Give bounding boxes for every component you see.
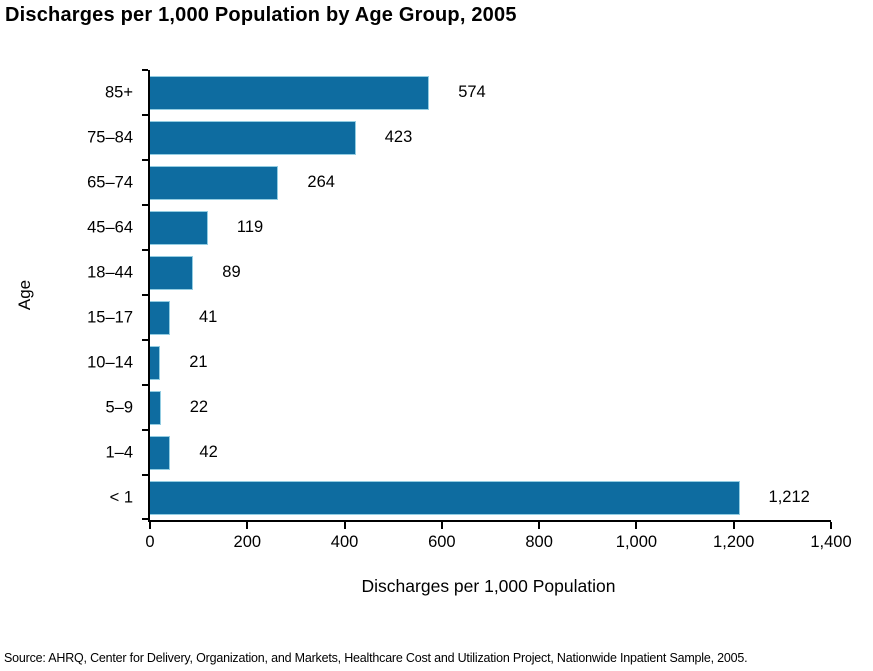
category-label: 15–17: [87, 308, 133, 326]
source-note: Source: AHRQ, Center for Delivery, Organ…: [4, 650, 748, 665]
y-axis-tick: [142, 294, 148, 296]
bar: [150, 345, 161, 380]
bar: [150, 480, 740, 515]
y-axis-tick: [142, 204, 148, 206]
y-axis-tick: [142, 159, 148, 161]
x-axis-tick: [440, 522, 443, 529]
y-axis-tick: [142, 249, 148, 251]
category-label: 18–44: [87, 263, 133, 281]
value-label: 22: [189, 398, 209, 416]
x-tick-label: 0: [145, 533, 155, 551]
bar-row: 10–14 21: [87, 340, 831, 385]
y-axis-tick: [142, 339, 148, 341]
bar-row: 75–84 423: [87, 115, 831, 160]
category-label: 75–84: [87, 128, 133, 146]
category-label: 65–74: [87, 173, 133, 191]
bar: [150, 165, 279, 200]
category-label: 85+: [105, 83, 133, 101]
bar-row: 85+ 574: [105, 70, 831, 115]
x-tick-label: 800: [525, 533, 553, 551]
bar: [150, 300, 170, 335]
x-tick-label: 1,200: [713, 533, 755, 551]
x-tick-label: 400: [330, 533, 359, 551]
bar-row: 5–9 22: [105, 385, 831, 430]
value-label: 119: [236, 218, 264, 236]
y-axis-tick: [142, 518, 148, 520]
bar: [150, 120, 356, 155]
value-label: 574: [458, 83, 486, 101]
x-axis-tick: [343, 522, 346, 529]
category-label: 5–9: [105, 398, 133, 416]
bar: [150, 390, 161, 425]
y-axis-tick: [142, 474, 148, 476]
y-axis-tick: [142, 384, 148, 386]
x-axis-tick: [635, 522, 638, 529]
bar: [150, 435, 171, 470]
category-label: 1–4: [105, 443, 133, 461]
x-axis-tick: [830, 522, 832, 529]
x-axis-tick: [732, 522, 735, 529]
x-axis-tick: [149, 522, 151, 529]
x-axis-tick: [538, 522, 541, 529]
bar: [150, 255, 194, 290]
plot-area: 85+ 574 75–84 423 65–74 264 45–64 119 18–44 89 15–…: [87, 69, 852, 551]
bar-row: 1–4 42: [105, 430, 831, 475]
x-tick-label: 200: [233, 533, 262, 551]
y-axis-tick: [142, 114, 148, 116]
bar-row: 45–64 119: [87, 205, 831, 250]
x-axis-title: Discharges per 1,000 Population: [361, 576, 616, 596]
category-label: 45–64: [87, 218, 133, 236]
chart-title: Discharges per 1,000 Population by Age G…: [5, 4, 517, 26]
y-axis-tick: [142, 69, 148, 71]
value-label: 41: [198, 308, 218, 326]
x-axis-tick: [246, 522, 249, 529]
bar-row: < 1 1,212: [110, 475, 831, 520]
bar: [150, 210, 208, 245]
y-axis-title: Age: [15, 279, 34, 311]
x-tick-label: 1,400: [810, 533, 852, 551]
y-axis-tick: [142, 429, 148, 431]
bar-row: 65–74 264: [87, 160, 831, 205]
category-label: < 1: [109, 488, 133, 506]
value-label: 264: [307, 173, 335, 191]
value-label: 21: [189, 353, 208, 371]
bar: [150, 75, 430, 110]
x-tick-label: 1,000: [615, 533, 658, 551]
bar-row: 15–17 41: [87, 295, 831, 340]
value-label: 89: [222, 263, 241, 281]
value-label: 1,212: [768, 488, 810, 506]
bar-row: 18–44 89: [87, 250, 831, 295]
value-label: 423: [384, 128, 413, 146]
category-label: 10–14: [87, 353, 133, 371]
x-tick-label: 600: [428, 533, 456, 551]
value-label: 42: [199, 443, 218, 461]
